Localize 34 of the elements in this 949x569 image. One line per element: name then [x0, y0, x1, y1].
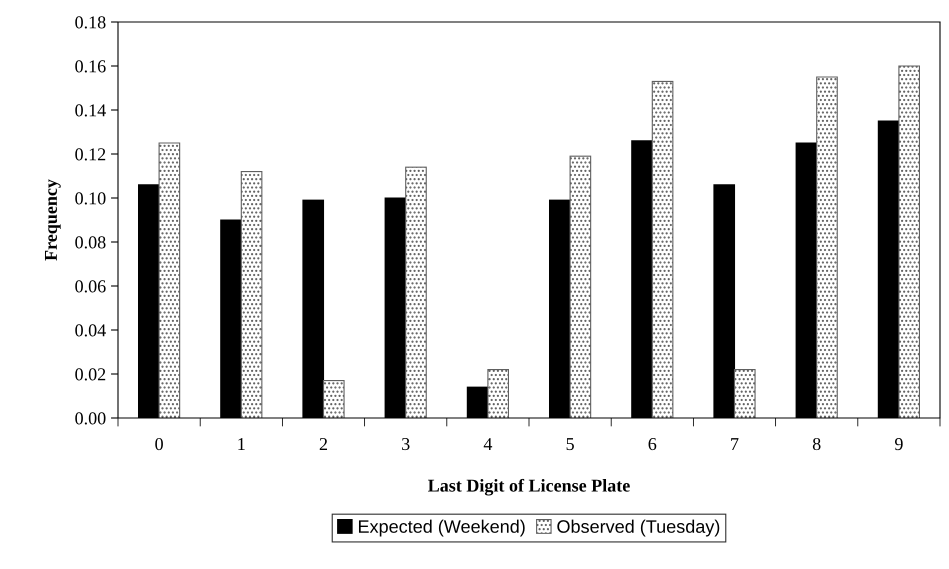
bar [240, 171, 262, 418]
y-tick-label: 0.12 [75, 148, 106, 161]
legend-label: Observed (Tuesday) [557, 520, 720, 536]
bar [322, 380, 345, 418]
x-tick-label: 1 [238, 438, 245, 450]
x-tick-label: 8 [812, 438, 821, 450]
y-tick-label: 0.16 [75, 60, 106, 73]
bar [652, 80, 674, 418]
y-axis-title: Frequency [44, 179, 61, 261]
y-tick-label: 0.00 [75, 412, 106, 425]
bar [158, 142, 180, 418]
legend-label: Expected (Weekend) [358, 520, 525, 536]
x-tick-label: 6 [648, 438, 656, 450]
bar [816, 76, 838, 418]
x-tick-label: 3 [402, 438, 410, 450]
x-axis-title: Last Digit of License Plate [428, 478, 630, 496]
x-tick-label: 7 [731, 438, 738, 450]
bar [487, 369, 510, 418]
x-tick-label: 5 [566, 438, 574, 450]
y-tick-label: 0.14 [75, 104, 106, 117]
y-tick-label: 0.10 [75, 192, 106, 205]
x-tick-label: 0 [155, 438, 163, 450]
y-tick-label: 0.02 [75, 368, 106, 381]
y-tick-label: 0.18 [75, 16, 106, 29]
bar [898, 65, 920, 418]
x-tick-label: 4 [484, 438, 492, 450]
y-tick-label: 0.04 [75, 324, 106, 337]
x-tick-label: 9 [894, 438, 903, 450]
bar [570, 156, 592, 418]
bar [405, 166, 427, 418]
bar [734, 369, 756, 418]
y-tick-label: 0.06 [75, 280, 106, 293]
y-tick-label: 0.08 [75, 236, 106, 249]
x-tick-label: 2 [320, 438, 328, 450]
